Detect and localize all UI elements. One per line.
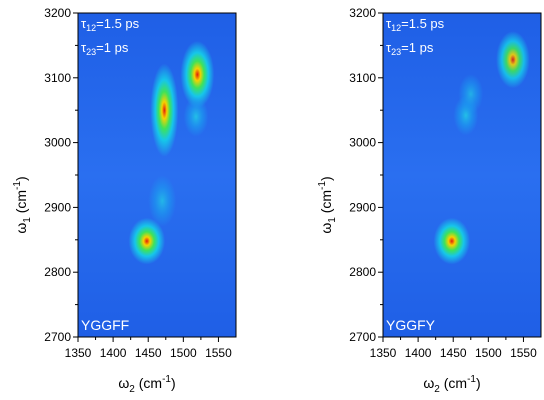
y-tick-label: 2700 <box>44 330 71 344</box>
x-tick-label: 1550 <box>510 346 537 360</box>
annotation-tau23: τ23=1 ps <box>81 40 129 57</box>
y-axis-label: ω1 (cm-1) <box>12 176 33 233</box>
y-axis-label: ω1 (cm-1) <box>317 176 338 233</box>
left-panel: 1350 1400 1450 1500 1550 2700 2800 2900 3000 3100… <box>12 6 237 395</box>
annotation-tau12: τ12=1.5 ps <box>81 16 140 33</box>
annotation-tau12: τ12=1.5 ps <box>386 16 445 33</box>
peak-0 <box>433 217 471 265</box>
y-tick-label: 3100 <box>349 71 376 85</box>
x-tick-label: 1450 <box>135 346 162 360</box>
sample-label: YGGFY <box>386 317 436 333</box>
y-tick-label: 3200 <box>44 6 71 20</box>
x-tick-label: 1500 <box>170 346 197 360</box>
x-tick-label: 1350 <box>370 346 397 360</box>
heatmap-area <box>78 13 236 337</box>
y-tick-label: 3200 <box>349 6 376 20</box>
y-tick-label: 2900 <box>349 200 376 214</box>
x-tick-label: 1450 <box>440 346 467 360</box>
x-tick-label: 1400 <box>405 346 432 360</box>
y-tick-label: 2800 <box>349 265 376 279</box>
y-tick-label: 2900 <box>44 200 71 214</box>
x-tick-label: 1400 <box>100 346 127 360</box>
y-tick-label: 3000 <box>349 136 376 150</box>
peak-1 <box>150 63 179 157</box>
peak-3 <box>148 175 177 227</box>
annotation-tau23: τ23=1 ps <box>386 40 434 57</box>
y-tick-label: 3100 <box>44 71 71 85</box>
heatmap-area <box>383 13 541 337</box>
sample-label: YGGFF <box>81 317 129 333</box>
peak-0 <box>128 217 166 265</box>
peak-4 <box>183 96 209 137</box>
x-tick-label: 1550 <box>205 346 232 360</box>
x-tick-label: 1350 <box>65 346 92 360</box>
y-tick-label: 2700 <box>349 330 376 344</box>
right-panel: 1350 1400 1450 1500 1550 2700 2800 2900 3000 3100… <box>317 6 542 395</box>
x-axis-label: ω2 (cm-1) <box>423 374 480 395</box>
x-tick-label: 1500 <box>475 346 502 360</box>
y-tick-label: 2800 <box>44 265 71 279</box>
x-axis-label: ω2 (cm-1) <box>118 374 175 395</box>
peak-1 <box>496 31 530 89</box>
y-tick-label: 3000 <box>44 136 71 150</box>
peak-2 <box>180 40 215 109</box>
peak-3 <box>458 74 484 114</box>
